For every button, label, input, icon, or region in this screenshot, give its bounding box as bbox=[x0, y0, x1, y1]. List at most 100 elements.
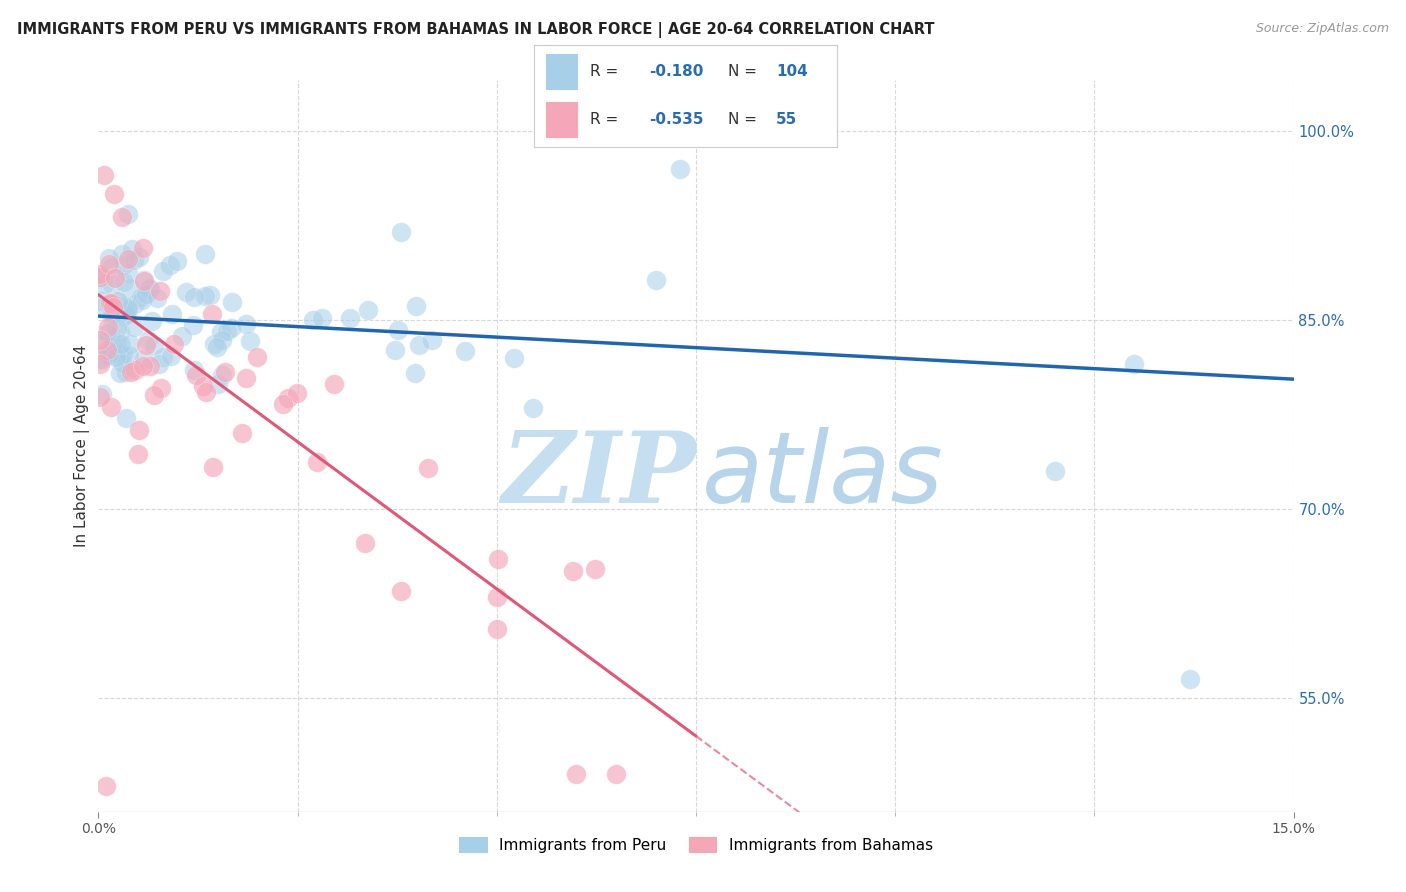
Point bbox=[311, 311, 333, 326]
Y-axis label: In Labor Force | Age 20-64: In Labor Force | Age 20-64 bbox=[75, 345, 90, 547]
Point bbox=[111, 246, 134, 260]
Text: N =: N = bbox=[728, 63, 756, 78]
Point bbox=[194, 385, 217, 400]
Point bbox=[101, 301, 124, 315]
Point bbox=[166, 253, 188, 268]
Point bbox=[142, 338, 165, 352]
Point bbox=[141, 314, 163, 328]
Point bbox=[105, 335, 128, 350]
Point bbox=[128, 250, 150, 264]
Point bbox=[90, 293, 112, 308]
Point bbox=[100, 309, 122, 323]
Point bbox=[160, 307, 183, 321]
Point bbox=[194, 246, 217, 260]
Point bbox=[198, 288, 221, 302]
Point bbox=[117, 303, 139, 318]
Point bbox=[211, 333, 233, 347]
Point bbox=[202, 337, 225, 351]
Point bbox=[136, 333, 159, 347]
Point bbox=[115, 307, 138, 321]
Point bbox=[112, 275, 135, 289]
Point bbox=[194, 288, 217, 302]
Point bbox=[112, 258, 135, 272]
Point bbox=[97, 326, 120, 340]
Point bbox=[323, 376, 346, 391]
Point bbox=[209, 326, 232, 340]
Point bbox=[138, 282, 160, 296]
Point bbox=[389, 584, 412, 599]
Point bbox=[148, 357, 170, 371]
Point bbox=[131, 293, 153, 308]
Point bbox=[97, 348, 120, 362]
Point bbox=[669, 161, 692, 176]
Point bbox=[235, 317, 257, 331]
Text: -0.180: -0.180 bbox=[650, 63, 703, 78]
Point bbox=[207, 376, 229, 391]
Point bbox=[128, 423, 150, 437]
Point bbox=[1123, 357, 1146, 371]
Point bbox=[89, 334, 111, 348]
Point bbox=[231, 426, 253, 441]
Point bbox=[485, 591, 508, 605]
Point bbox=[115, 411, 138, 425]
Point bbox=[404, 367, 426, 381]
Point bbox=[101, 307, 124, 321]
Point bbox=[246, 350, 269, 364]
Point bbox=[100, 401, 122, 415]
Point bbox=[219, 321, 242, 335]
Point bbox=[124, 297, 146, 311]
Point bbox=[120, 281, 142, 295]
Point bbox=[105, 293, 128, 308]
Point bbox=[93, 169, 115, 183]
Point bbox=[486, 551, 509, 566]
Point bbox=[111, 356, 134, 370]
Point bbox=[96, 326, 118, 341]
Point bbox=[89, 267, 111, 281]
Point bbox=[122, 253, 145, 268]
Point bbox=[101, 296, 124, 310]
Point bbox=[387, 323, 409, 337]
Point bbox=[357, 302, 380, 317]
Text: ZIP: ZIP bbox=[501, 427, 696, 524]
Point bbox=[89, 271, 111, 285]
Point bbox=[117, 252, 139, 266]
Point bbox=[1178, 673, 1201, 687]
Point bbox=[183, 363, 205, 377]
Point bbox=[159, 258, 181, 272]
Point bbox=[184, 368, 207, 383]
Point bbox=[339, 311, 361, 326]
Point bbox=[454, 343, 477, 358]
Point bbox=[108, 325, 131, 339]
Point bbox=[285, 385, 308, 400]
Point bbox=[405, 299, 427, 313]
Point bbox=[160, 350, 183, 364]
Point bbox=[120, 337, 142, 351]
Point bbox=[183, 290, 205, 304]
Text: R =: R = bbox=[591, 63, 619, 78]
Point bbox=[114, 299, 136, 313]
Point bbox=[149, 284, 172, 298]
Legend: Immigrants from Peru, Immigrants from Bahamas: Immigrants from Peru, Immigrants from Ba… bbox=[453, 831, 939, 859]
Point bbox=[98, 251, 121, 265]
Point bbox=[565, 767, 588, 781]
Point bbox=[93, 277, 115, 291]
Point bbox=[132, 274, 155, 288]
Point bbox=[418, 461, 440, 475]
Point bbox=[120, 366, 142, 380]
Point bbox=[215, 324, 238, 338]
Point bbox=[163, 336, 186, 351]
Point bbox=[221, 295, 243, 310]
Point bbox=[110, 337, 132, 351]
Point bbox=[89, 390, 111, 404]
Point bbox=[90, 352, 112, 367]
Point bbox=[139, 359, 162, 374]
Point bbox=[112, 309, 135, 323]
Point bbox=[142, 388, 165, 402]
Point bbox=[271, 397, 294, 411]
Point bbox=[98, 257, 121, 271]
Point bbox=[205, 340, 228, 354]
Point bbox=[132, 359, 155, 374]
Point bbox=[111, 210, 134, 224]
Point bbox=[145, 292, 167, 306]
Point bbox=[239, 334, 262, 348]
